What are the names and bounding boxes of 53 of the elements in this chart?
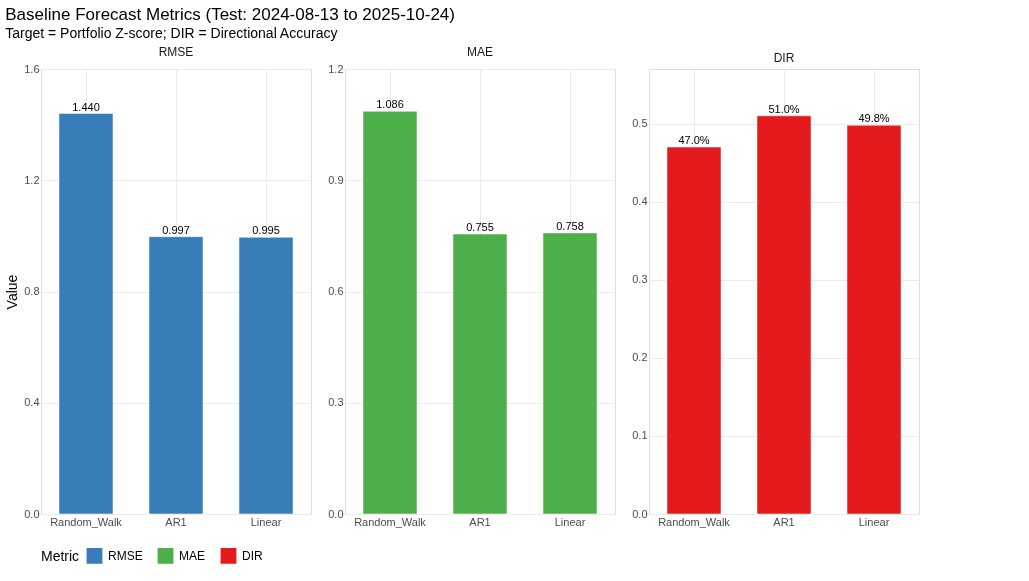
bar xyxy=(148,236,204,515)
bar xyxy=(362,111,418,515)
x-tick-label: AR1 xyxy=(773,515,795,528)
data-label: 0.758 xyxy=(556,219,584,232)
x-tick-label: Linear xyxy=(554,515,586,528)
y-tick-label: 0.0 xyxy=(328,507,344,520)
chart-title: RMSE xyxy=(158,45,194,59)
y-tick-label: 0.0 xyxy=(24,507,40,520)
legend-label: MAE xyxy=(179,548,206,563)
x-tick-label: Random_Walk xyxy=(658,515,731,528)
data-label: 1.086 xyxy=(376,98,404,111)
data-label: 47.0% xyxy=(678,134,710,147)
bar xyxy=(58,113,114,515)
x-tick-label: Linear xyxy=(858,515,890,528)
bar xyxy=(846,124,902,515)
data-label: 51.0% xyxy=(768,102,800,115)
legend-label: DIR xyxy=(242,548,263,563)
x-tick-label: Random_Walk xyxy=(354,515,427,528)
x-tick-label: AR1 xyxy=(469,515,491,528)
x-tick-label: Linear xyxy=(250,515,282,528)
y-tick-label: 0.5 xyxy=(632,117,648,130)
bar xyxy=(756,115,812,515)
y-axis-title: Value xyxy=(4,274,21,310)
x-tick-label: AR1 xyxy=(165,515,187,528)
data-label: 0.997 xyxy=(162,223,190,236)
y-tick-label: 0.3 xyxy=(328,396,344,409)
y-tick-label: 0.6 xyxy=(328,285,344,297)
bar xyxy=(452,233,508,515)
data-label: 0.755 xyxy=(466,221,494,234)
y-tick-label: 0.2 xyxy=(632,351,648,364)
chart-title: MAE xyxy=(466,45,494,59)
y-tick-label: 0.0 xyxy=(632,507,648,520)
chart-title: DIR xyxy=(773,51,795,65)
text: Target = Portfolio Z-score; DIR = Directional Accuracy xyxy=(5,24,338,41)
y-tick-label: 1.6 xyxy=(24,62,40,75)
x-tick-label: Random_Walk xyxy=(50,515,123,528)
y-tick-label: 0.8 xyxy=(24,285,40,297)
y-tick-label: 0.4 xyxy=(632,195,648,208)
bar xyxy=(238,237,294,515)
y-tick-label: 0.4 xyxy=(24,396,40,409)
y-tick-label: 1.2 xyxy=(328,62,344,75)
bar xyxy=(666,146,722,515)
y-tick-label: 0.3 xyxy=(632,273,648,286)
bar xyxy=(542,232,598,515)
legend-title: Metric xyxy=(41,548,80,564)
y-tick-label: 0.9 xyxy=(328,173,344,186)
y-tick-label: 0.1 xyxy=(632,429,648,442)
data-label: 49.8% xyxy=(858,112,890,125)
legend-label: RMSE xyxy=(108,548,143,563)
data-label: 1.440 xyxy=(72,100,100,113)
y-tick-label: 1.2 xyxy=(24,173,40,186)
text: Baseline Forecast Metrics (Test: 2024-08-13 to 2025-10-24) xyxy=(5,4,455,24)
data-label: 0.995 xyxy=(252,224,280,237)
